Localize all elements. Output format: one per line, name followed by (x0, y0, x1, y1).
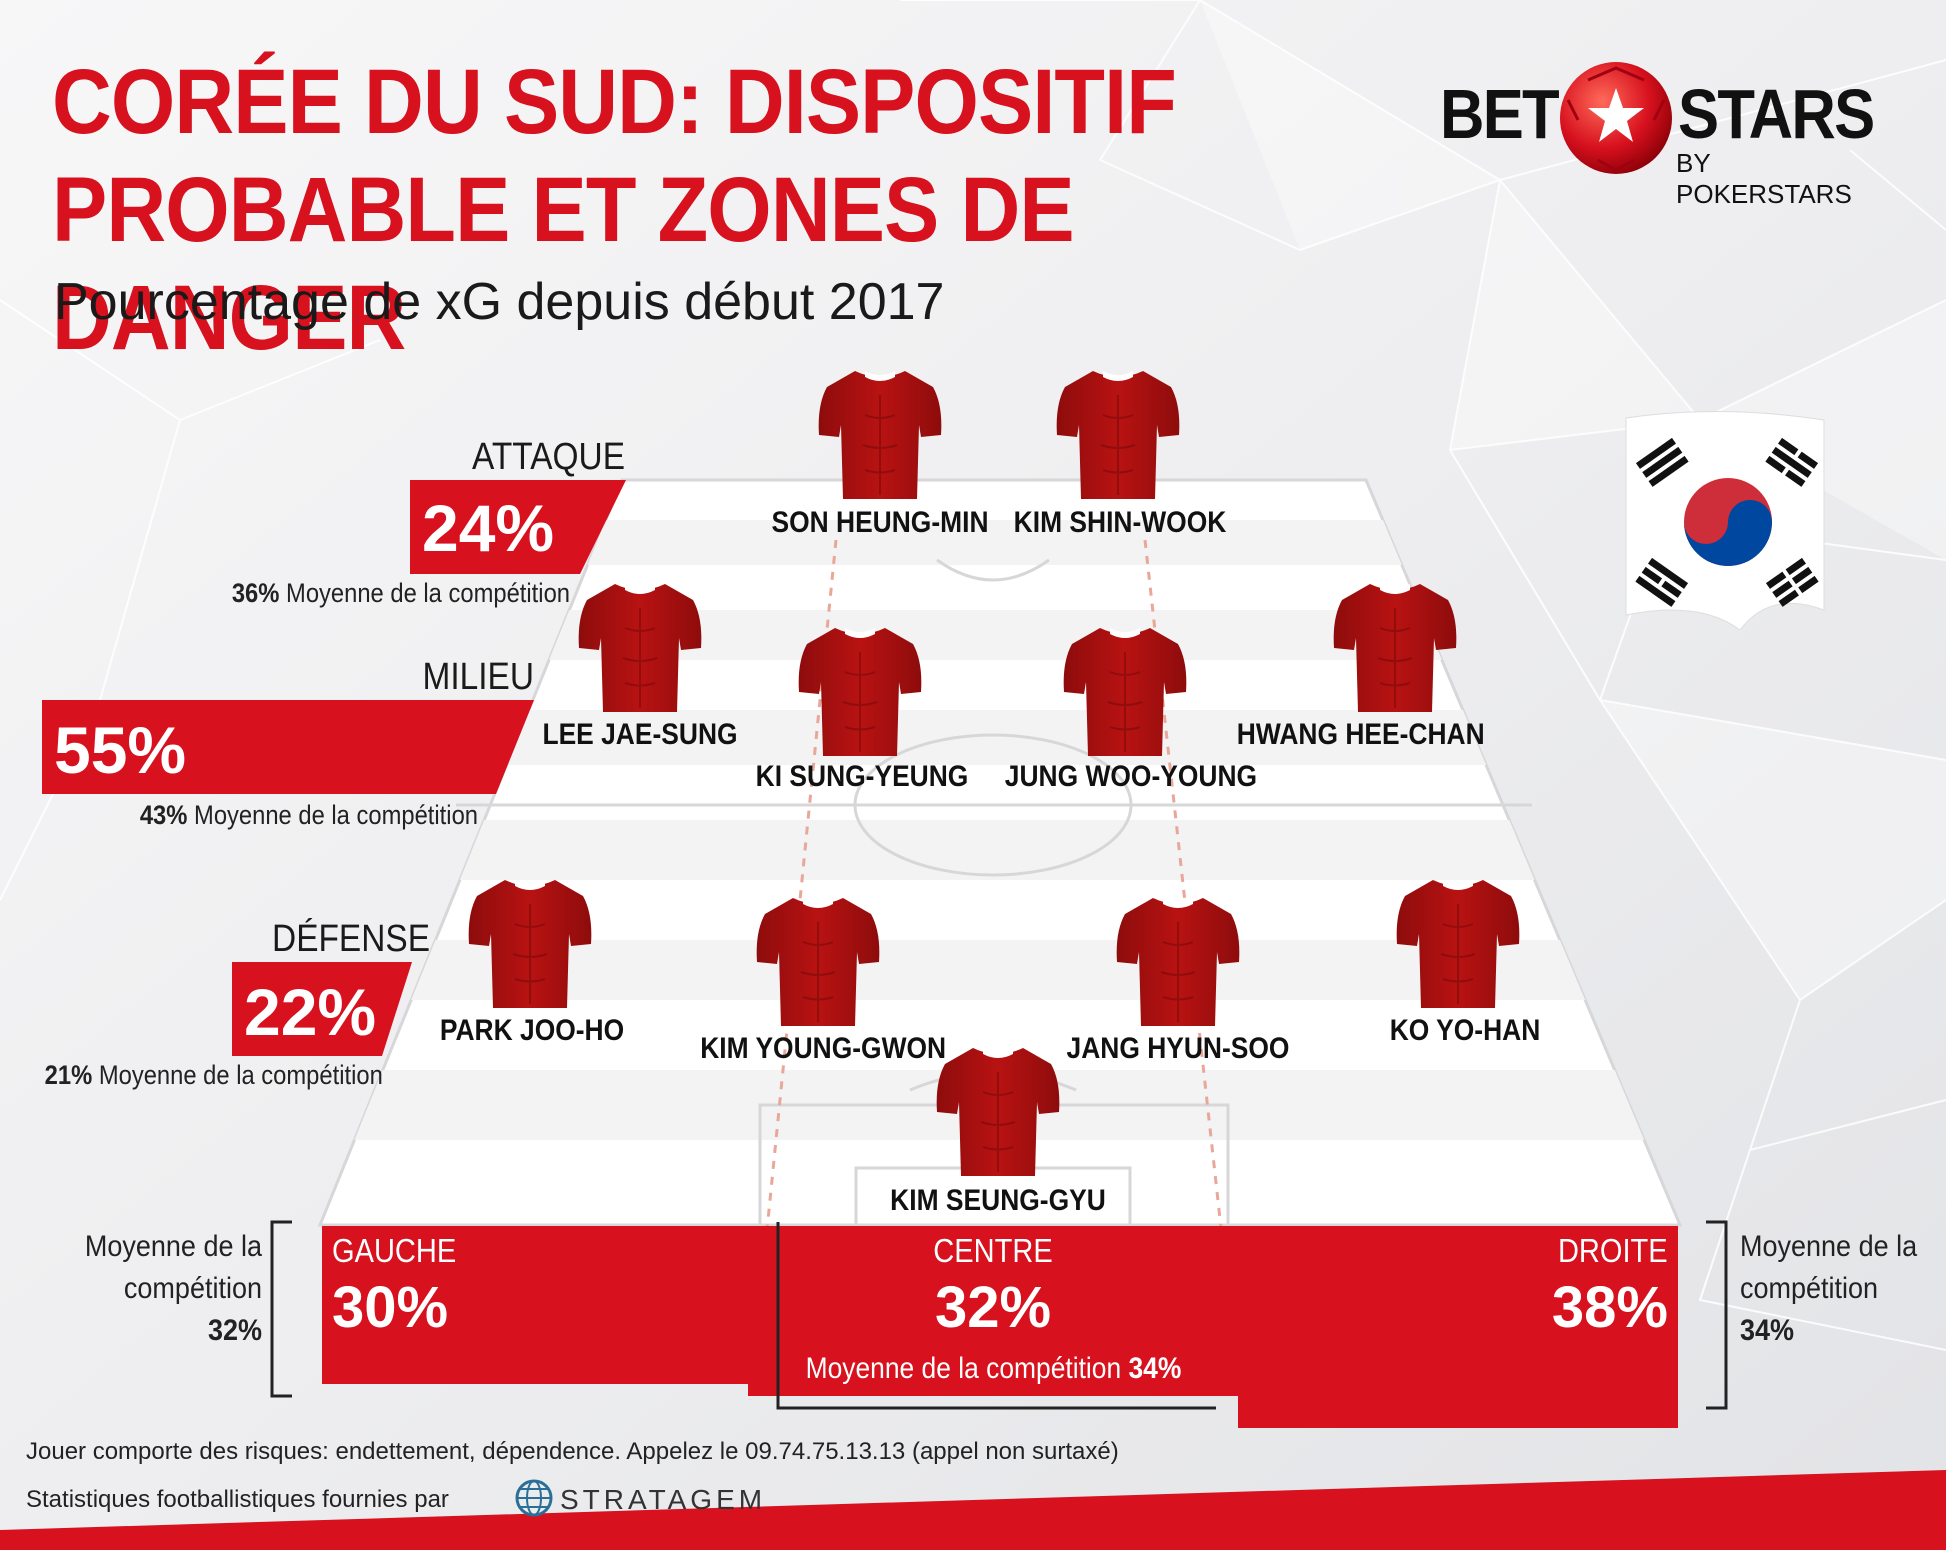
player-name: JANG HYUN-SOO (1066, 1032, 1290, 1065)
player-shirt-icon (1396, 880, 1520, 1008)
logo-stars-text: STARS (1678, 75, 1875, 153)
side-avg-right: Moyenne de la compétition 34% (1740, 1226, 1925, 1352)
title-line-2: PROBABLE ET ZONES DE DANGER (52, 159, 1075, 369)
zone-avg-milieu: 43% Moyenne de la compétition (110, 800, 478, 831)
player-shirt-icon (818, 371, 942, 499)
zone-pct-attaque: 24% (422, 491, 555, 565)
player-shirt-icon (936, 1048, 1060, 1176)
player-name: KIM YOUNG-GWON (700, 1032, 947, 1065)
column-pct-gauche: 30% (332, 1275, 449, 1340)
zone-avg-attaque: 36% Moyenne de la compétition (200, 578, 570, 609)
zone-pct-defense: 22% (244, 975, 377, 1049)
page-title: CORÉE DU SUD: DISPOSITIF PROBABLE ET ZON… (52, 48, 1312, 372)
disclaimer: Jouer comporte des risques: endettement,… (26, 1438, 1119, 1465)
logo-bet-text: BET (1440, 75, 1560, 153)
column-avg-centre: Moyenne de la compétition 34% (748, 1352, 1238, 1386)
zone-avg-text-milieu: Moyenne de la compétition (194, 800, 479, 830)
zone-label-attaque: ATTAQUE (472, 436, 625, 478)
side-avg-left: Moyenne de la compétition 32% (62, 1226, 262, 1352)
zone-label-defense: DÉFENSE (272, 918, 430, 960)
zone-pct-box-milieu (42, 700, 534, 794)
side-avg-right-line1: Moyenne de la (1740, 1230, 1918, 1263)
globe-icon (515, 1479, 553, 1517)
player-name: LEE JAE-SUNG (542, 718, 738, 751)
column-label-centre: CENTRE (933, 1232, 1053, 1269)
player-name: KIM SEUNG-GYU (890, 1184, 1106, 1217)
player-shirt-icon (468, 880, 592, 1008)
zone-avg-pct-defense: 21% (44, 1060, 93, 1090)
side-avg-left-pct: 32% (207, 1314, 262, 1347)
zone-label-milieu: MILIEU (422, 656, 534, 698)
south-korea-flag-icon (1625, 410, 1825, 630)
betstars-logo: BET STARS BY POKERSTARS (1440, 60, 1875, 209)
player-shirt-icon (1333, 584, 1457, 712)
player-name: SON HEUNG-MIN (771, 506, 989, 539)
column-avg-pct-centre: 34% (1128, 1352, 1181, 1385)
column-pct-droite: 38% (1551, 1275, 1668, 1340)
zone-pct-box-attaque (410, 480, 626, 574)
zone-pct-milieu: 55% (54, 713, 187, 787)
player-name: KI SUNG-YEUNG (755, 760, 969, 793)
side-avg-left-line1: Moyenne de la (84, 1230, 262, 1263)
stats-credit: Statistiques footballistiques fournies p… (26, 1486, 449, 1513)
column-avg-text-centre: Moyenne de la compétition (805, 1352, 1121, 1385)
zone-avg-pct-milieu: 43% (139, 800, 188, 830)
zone-pct-box-defense (232, 962, 412, 1056)
player-name: KO YO-HAN (1389, 1014, 1541, 1047)
zone-avg-defense: 21% Moyenne de la compétition (44, 1060, 383, 1091)
player-name: HWANG HEE-CHAN (1236, 718, 1485, 751)
column-droite: DROITE 38% (1238, 1226, 1678, 1428)
column-label-droite: DROITE (1558, 1232, 1668, 1269)
provider-logo-text: STRATAGEM (560, 1484, 767, 1515)
column-centre: CENTRE 32% Moyenne de la compétition 34% (748, 1226, 1238, 1396)
side-avg-right-line2: compétition (1740, 1272, 1879, 1305)
column-pct-centre: 32% (934, 1275, 1052, 1340)
player-name: KIM SHIN-WOOK (1013, 506, 1227, 539)
zone-avg-text-defense: Moyenne de la compétition (98, 1060, 383, 1090)
logo-subtext: BY POKERSTARS (1676, 148, 1852, 209)
player-shirt-icon (1063, 628, 1187, 756)
player-shirt-icon (756, 898, 880, 1026)
player-shirt-icon (578, 584, 702, 712)
zone-avg-pct-attaque: 36% (231, 578, 280, 608)
football-star-icon (1560, 62, 1672, 174)
side-avg-left-line2: compétition (123, 1272, 262, 1305)
title-line-1: CORÉE DU SUD: DISPOSITIF (52, 51, 1177, 153)
zone-avg-text-attaque: Moyenne de la compétition (286, 578, 570, 608)
side-avg-right-pct: 34% (1740, 1314, 1795, 1347)
player-shirt-icon (798, 628, 922, 756)
column-gauche: GAUCHE 30% (322, 1226, 748, 1384)
player-name: JUNG WOO-YOUNG (1004, 760, 1258, 793)
player-shirt-icon (1056, 371, 1180, 499)
subtitle: Pourcentage de xG depuis début 2017 (54, 273, 945, 331)
player-shirt-icon (1116, 898, 1240, 1026)
column-label-gauche: GAUCHE (332, 1232, 457, 1269)
player-name: PARK JOO-HO (439, 1014, 625, 1047)
